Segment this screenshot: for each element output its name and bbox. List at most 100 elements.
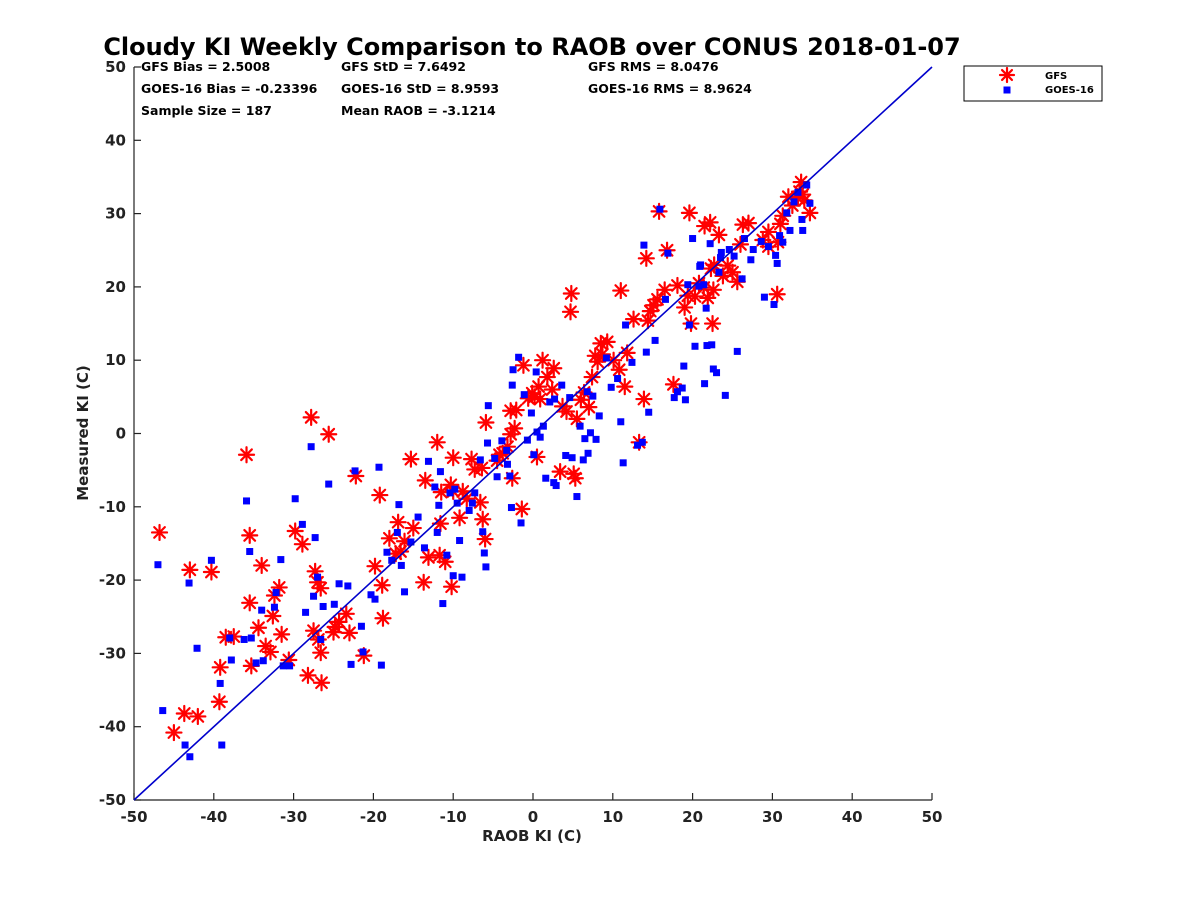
- goes16-point: [684, 281, 692, 289]
- goes16-point: [383, 548, 391, 556]
- gfs-point: [462, 450, 481, 468]
- goes16-point: [786, 226, 794, 234]
- gfs-std-stat: GFS StD = 7.6492: [341, 59, 466, 74]
- goes16-point: [576, 422, 584, 430]
- x-tick-label: -50: [120, 808, 147, 826]
- goes16-point: [680, 362, 688, 370]
- gfs-point: [801, 204, 819, 222]
- legend: GFS GOES-16: [963, 65, 1103, 102]
- goes16-point: [270, 603, 278, 611]
- x-tick-label: -10: [440, 808, 467, 826]
- goes16-point: [670, 394, 678, 402]
- goes16-point: [634, 441, 642, 449]
- gfs-point: [347, 467, 365, 485]
- gfs-point: [529, 377, 548, 396]
- goes16-point: [749, 246, 757, 254]
- y-tick-label: 20: [105, 278, 126, 296]
- goes16-point: [533, 428, 541, 436]
- goes16-point: [298, 520, 306, 528]
- goes16-point: [721, 391, 729, 399]
- goes16-point: [401, 588, 409, 596]
- goes16-point: [696, 262, 704, 270]
- goes16-point: [515, 353, 523, 361]
- goes16-point: [431, 483, 439, 491]
- goes16-point: [689, 235, 697, 243]
- gfs-point: [293, 535, 311, 553]
- goes16-point: [506, 472, 514, 480]
- goes16-point: [377, 661, 385, 669]
- gfs-point: [261, 643, 280, 661]
- gfs-point: [211, 658, 229, 676]
- goes16-point: [314, 573, 322, 581]
- goes16-point: [656, 205, 664, 213]
- goes16-point: [783, 209, 791, 217]
- goes16-point: [725, 246, 733, 254]
- gfs-point: [562, 284, 580, 303]
- legend-goes-square: [1003, 86, 1011, 94]
- goes16-point: [706, 240, 714, 248]
- gfs-point: [533, 351, 552, 369]
- goes16-point: [310, 592, 318, 600]
- goes16-point: [527, 409, 535, 417]
- goes16-point: [757, 237, 765, 245]
- gfs-point: [538, 368, 556, 386]
- goes16-point: [773, 259, 781, 267]
- gfs-point: [710, 226, 728, 244]
- goes16-point: [803, 181, 811, 189]
- gfs-point: [415, 573, 433, 591]
- goes16-point: [779, 238, 787, 246]
- goes16-point: [595, 412, 603, 420]
- goes16-point: [715, 268, 723, 276]
- gfs-point: [312, 579, 330, 597]
- goes16-point: [439, 600, 447, 608]
- goes16-point: [491, 454, 499, 462]
- gfs-point: [664, 375, 683, 393]
- legend-gfs-label: GFS: [1045, 71, 1067, 82]
- gfs-point: [416, 471, 434, 490]
- gfs-point: [241, 594, 259, 612]
- goes16-point: [794, 188, 802, 196]
- goes16-point: [480, 549, 488, 557]
- gfs-point: [371, 486, 389, 504]
- goes16-point: [617, 418, 625, 426]
- goes16-point: [393, 528, 401, 536]
- goes16-point: [640, 241, 648, 249]
- goes16-point: [159, 707, 167, 715]
- goes16-point: [397, 561, 405, 569]
- goes16-point: [424, 457, 432, 465]
- gfs-point: [210, 693, 228, 711]
- gfs-point: [704, 281, 722, 299]
- gfs-point: [557, 402, 576, 421]
- goes16-point: [344, 582, 352, 590]
- gfs-point: [241, 526, 259, 544]
- goes16-point: [286, 662, 294, 670]
- legend-gfs-asterisk: [998, 66, 1016, 84]
- gfs-point: [419, 548, 438, 566]
- goes16-point: [507, 504, 515, 512]
- gfs-point: [612, 281, 630, 300]
- goes16-point: [586, 429, 594, 437]
- gfs-point: [561, 303, 580, 321]
- gfs-point: [165, 723, 183, 742]
- goes16-point: [579, 456, 587, 464]
- goes16-point: [435, 501, 443, 509]
- goes16-point: [584, 449, 592, 457]
- goes16-point: [799, 226, 807, 234]
- goes16-point: [471, 489, 479, 497]
- goes16-point: [307, 443, 315, 451]
- goes16-point: [700, 281, 708, 289]
- goes16-point: [798, 215, 806, 223]
- goes16-point: [790, 198, 798, 206]
- goes16-point: [651, 336, 659, 344]
- goes16-point: [458, 573, 466, 581]
- goes16-point: [703, 342, 711, 350]
- gfs-point: [474, 510, 492, 528]
- goes16-point: [717, 248, 725, 256]
- gfs-point: [444, 449, 462, 467]
- goes16-point: [185, 579, 193, 587]
- goes16-point: [367, 591, 375, 599]
- gfs-point: [513, 500, 531, 518]
- goes16-point: [414, 513, 422, 521]
- goes16-point: [484, 439, 492, 447]
